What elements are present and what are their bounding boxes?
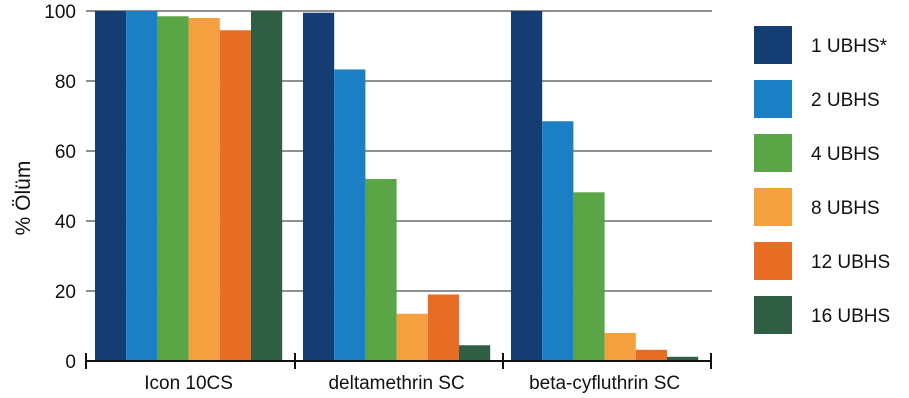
bar bbox=[667, 356, 699, 361]
legend-swatch bbox=[754, 26, 792, 64]
bar bbox=[604, 333, 636, 361]
bar bbox=[334, 69, 366, 361]
y-tick-label: 20 bbox=[55, 282, 76, 303]
legend-label: 16 UBHS bbox=[811, 306, 890, 327]
bar bbox=[219, 30, 251, 361]
legend-label: 12 UBHS bbox=[811, 252, 890, 273]
bar bbox=[511, 11, 543, 361]
legend-swatch bbox=[754, 188, 792, 226]
legend-swatch bbox=[754, 134, 792, 172]
bar bbox=[396, 313, 428, 361]
y-tick-label: 60 bbox=[55, 142, 76, 163]
x-category-label: Icon 10CS bbox=[144, 373, 233, 394]
legend-swatch bbox=[754, 242, 792, 280]
bar bbox=[635, 349, 667, 361]
legend-label: 1 UBHS* bbox=[811, 36, 888, 57]
bar bbox=[365, 179, 397, 361]
bar bbox=[95, 11, 127, 361]
bars bbox=[95, 11, 699, 361]
bar bbox=[188, 18, 220, 361]
bar bbox=[157, 16, 189, 361]
y-tick-label: 40 bbox=[55, 212, 76, 233]
bar bbox=[251, 11, 283, 361]
bar bbox=[573, 192, 605, 361]
bar bbox=[459, 345, 491, 361]
legend: 1 UBHS* 2 UBHS 4 UBHS 8 UBHS 12 UBHS 16 UBHS bbox=[754, 26, 890, 334]
legend-label: 8 UBHS bbox=[811, 198, 880, 219]
x-category-label: deltamethrin SC bbox=[328, 373, 464, 394]
y-tick-label: 80 bbox=[55, 72, 76, 93]
bar bbox=[126, 11, 158, 361]
y-axis-label: % Ölüm bbox=[12, 161, 35, 236]
y-tick-label: 100 bbox=[44, 2, 76, 23]
legend-label: 4 UBHS bbox=[811, 144, 880, 165]
legend-swatch bbox=[754, 296, 792, 334]
axes: 0 20 40 60 80 100 Icon 10CS deltamethrin SC beta… bbox=[44, 2, 712, 394]
bar bbox=[542, 121, 574, 361]
x-category-label: beta-cyfluthrin SC bbox=[529, 373, 680, 394]
bar bbox=[303, 12, 335, 361]
y-tick-label: 0 bbox=[65, 352, 76, 373]
bar bbox=[427, 294, 459, 361]
legend-label: 2 UBHS bbox=[811, 90, 880, 111]
legend-swatch bbox=[754, 80, 792, 118]
